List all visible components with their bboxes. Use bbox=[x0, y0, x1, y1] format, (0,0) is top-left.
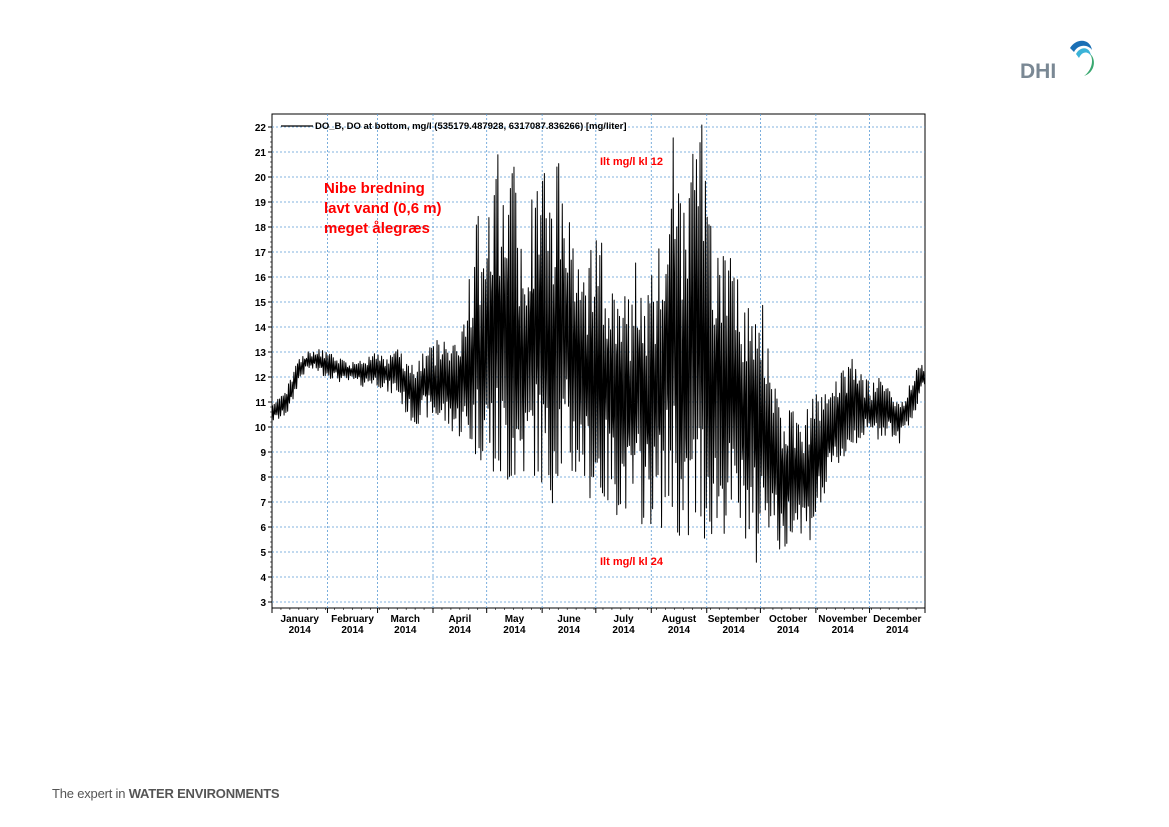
annotation-midnight: Ilt mg/l kl 24 bbox=[600, 556, 664, 568]
x-tick-month: October bbox=[769, 614, 807, 625]
annotation-noon: Ilt mg/l kl 12 bbox=[600, 156, 663, 168]
x-tick-month: March bbox=[391, 614, 420, 625]
x-tick-year: 2014 bbox=[722, 625, 745, 636]
x-tick-month: August bbox=[662, 614, 697, 625]
x-tick-month: January bbox=[281, 614, 320, 625]
x-tick-year: 2014 bbox=[394, 625, 417, 636]
x-tick-year: 2014 bbox=[503, 625, 526, 636]
x-tick-month: September bbox=[708, 614, 760, 625]
y-tick-label: 19 bbox=[255, 198, 267, 209]
logo-swoosh-dark bbox=[1070, 40, 1092, 52]
y-tick-label: 5 bbox=[260, 548, 266, 559]
y-tick-label: 10 bbox=[255, 423, 267, 434]
annotation-line-3: meget ålegræs bbox=[324, 220, 430, 237]
y-tick-label: 21 bbox=[255, 148, 267, 159]
x-tick-year: 2014 bbox=[777, 625, 800, 636]
annotation-line-1: Nibe bredning bbox=[324, 180, 425, 197]
x-tick-month: June bbox=[557, 614, 581, 625]
legend: DO_B, DO at bottom, mg/l (535179.487928,… bbox=[281, 121, 627, 132]
series-line-do bbox=[271, 124, 926, 563]
x-tick-month: November bbox=[818, 614, 867, 625]
y-tick-label: 9 bbox=[260, 448, 266, 459]
y-tick-label: 14 bbox=[255, 323, 267, 334]
logo-swoosh-green bbox=[1084, 54, 1094, 76]
logo-text: DHI bbox=[1020, 60, 1056, 82]
x-tick-month: July bbox=[614, 614, 634, 625]
x-tick-year: 2014 bbox=[558, 625, 581, 636]
logo-swoosh-light bbox=[1076, 48, 1091, 58]
y-tick-label: 16 bbox=[255, 273, 267, 284]
y-tick-label: 12 bbox=[255, 373, 267, 384]
x-tick-month: February bbox=[331, 614, 374, 625]
y-tick-label: 4 bbox=[260, 573, 266, 584]
x-tick-year: 2014 bbox=[832, 625, 855, 636]
x-axis-ticks: January2014February2014March2014April201… bbox=[271, 608, 926, 636]
x-tick-year: 2014 bbox=[341, 625, 364, 636]
y-tick-label: 11 bbox=[255, 398, 266, 409]
y-tick-label: 13 bbox=[255, 348, 267, 359]
annotation-line-2: lavt vand (0,6 m) bbox=[324, 200, 442, 217]
footer-prefix: The expert in bbox=[52, 786, 129, 801]
series-do-bottom bbox=[271, 124, 926, 563]
y-tick-label: 6 bbox=[260, 523, 266, 534]
y-tick-label: 8 bbox=[260, 473, 266, 484]
dhi-logo: DHI bbox=[1020, 40, 1094, 82]
x-tick-year: 2014 bbox=[289, 625, 312, 636]
y-tick-label: 20 bbox=[255, 173, 267, 184]
x-tick-year: 2014 bbox=[886, 625, 909, 636]
y-tick-label: 17 bbox=[255, 248, 267, 259]
y-tick-label: 15 bbox=[255, 298, 267, 309]
y-tick-label: 7 bbox=[260, 498, 266, 509]
y-axis-ticks: 3 4 5 6 7 8 9 10 11 12 13 14 15 16 17 18 19 20 21 22 bbox=[255, 123, 272, 609]
x-tick-month: May bbox=[505, 614, 525, 625]
y-tick-label: 18 bbox=[255, 223, 267, 234]
x-tick-month: December bbox=[873, 614, 921, 625]
footer-tagline: The expert in WATER ENVIRONMENTS bbox=[52, 786, 280, 801]
footer-emphasis: WATER ENVIRONMENTS bbox=[128, 786, 280, 801]
x-tick-year: 2014 bbox=[668, 625, 691, 636]
x-tick-year: 2014 bbox=[449, 625, 472, 636]
legend-label: DO_B, DO at bottom, mg/l (535179.487928,… bbox=[315, 121, 627, 132]
x-tick-month: April bbox=[448, 614, 471, 625]
y-tick-label: 3 bbox=[260, 598, 266, 609]
annotation-title: Nibe bredning lavt vand (0,6 m) meget ål… bbox=[324, 180, 442, 237]
x-tick-year: 2014 bbox=[612, 625, 635, 636]
y-tick-label: 22 bbox=[255, 123, 267, 134]
